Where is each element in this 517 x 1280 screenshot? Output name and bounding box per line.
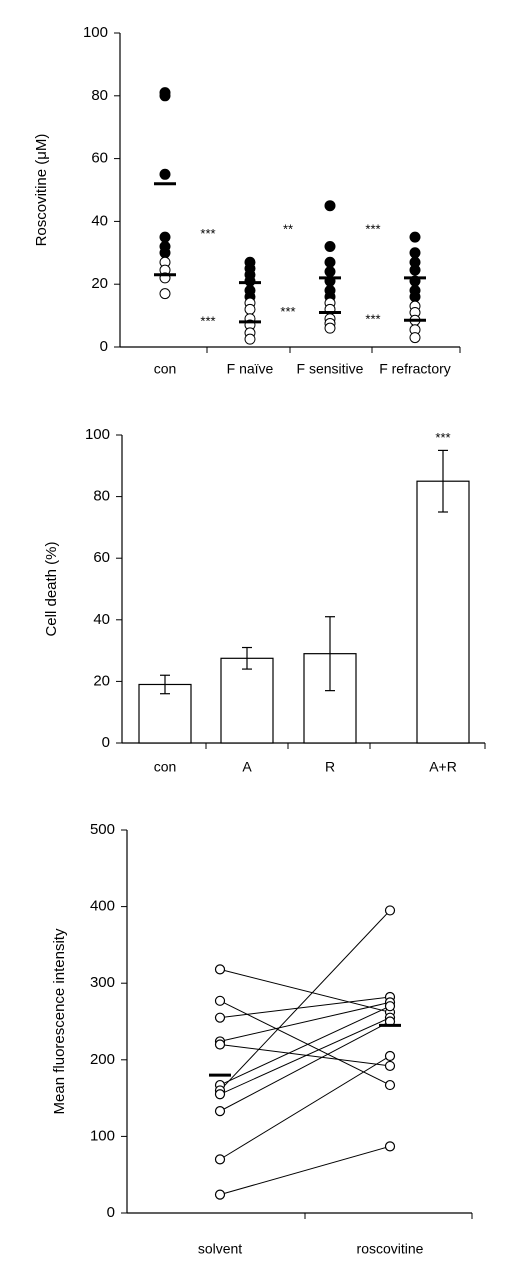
pair-line <box>219 1000 391 1086</box>
x-tick-label: con <box>154 361 177 377</box>
y-tick-label: 60 <box>93 549 110 566</box>
pair-line <box>219 968 391 1013</box>
dot <box>214 1089 226 1100</box>
significance: *** <box>280 304 295 319</box>
y-tick-label: 80 <box>93 488 110 505</box>
dot <box>214 1012 226 1023</box>
y-tick-label: 60 <box>91 150 108 167</box>
dot <box>214 1189 226 1200</box>
pair-line <box>219 910 391 1091</box>
y-tick-label: 0 <box>107 1204 115 1221</box>
y-tick-label: 100 <box>90 1127 115 1144</box>
x-tick-label: F naïve <box>227 361 274 377</box>
significance: *** <box>365 221 380 236</box>
pair-line <box>219 996 391 1019</box>
error-bar <box>160 674 170 695</box>
error-bar <box>242 646 252 670</box>
dot <box>324 200 336 212</box>
dot <box>384 1141 396 1152</box>
y-tick-label: 200 <box>90 1051 115 1068</box>
dot <box>244 333 256 345</box>
dot <box>384 1079 396 1091</box>
dot <box>159 168 171 180</box>
x-tick-label: A+R <box>429 759 457 775</box>
dot <box>409 291 421 303</box>
dot <box>409 264 421 276</box>
significance: *** <box>200 313 215 328</box>
y-axis-label: Roscovitine (μM) <box>33 134 50 247</box>
dot <box>214 1106 226 1117</box>
x-tick-label: F refractory <box>379 361 451 377</box>
dot <box>409 231 421 243</box>
y-tick-label: 40 <box>91 212 108 229</box>
y-axis-label: Mean fluorescence intensity <box>51 928 68 1114</box>
dot <box>159 231 171 243</box>
dot <box>409 332 421 344</box>
dot <box>409 247 421 259</box>
pair-line <box>219 1021 391 1112</box>
y-tick-label: 40 <box>93 611 110 628</box>
pair-line <box>219 1017 391 1095</box>
error-bar <box>438 449 448 513</box>
y-tick-label: 500 <box>90 821 115 838</box>
dot <box>214 1039 226 1050</box>
dot <box>214 1154 226 1165</box>
pair-line <box>219 1043 391 1067</box>
y-tick-label: 0 <box>102 734 110 751</box>
dot <box>324 241 336 253</box>
y-tick-label: 400 <box>90 898 115 915</box>
x-tick-label: F sensitive <box>297 361 364 377</box>
dot <box>214 995 226 1006</box>
pair-line <box>219 1145 391 1196</box>
x-tick-label: R <box>325 759 335 775</box>
y-tick-label: 100 <box>83 24 108 41</box>
y-tick-label: 300 <box>90 974 115 991</box>
y-tick-label: 20 <box>93 672 110 689</box>
dot <box>324 256 336 268</box>
error-bar <box>325 616 335 692</box>
y-tick-label: 20 <box>91 275 108 292</box>
x-tick-label: A <box>242 759 252 775</box>
significance: *** <box>365 312 380 327</box>
y-axis-label: Cell death (%) <box>43 541 60 636</box>
dot <box>159 90 171 102</box>
y-tick-label: 100 <box>85 426 110 443</box>
x-tick-label: solvent <box>198 1241 242 1257</box>
significance: ** <box>283 221 293 236</box>
pair-line <box>219 1055 391 1160</box>
x-tick-label: roscovitine <box>357 1241 424 1257</box>
dot <box>384 1050 396 1062</box>
y-tick-label: 0 <box>100 338 108 355</box>
pair-line <box>219 1005 391 1086</box>
significance: *** <box>435 430 450 445</box>
dot <box>159 247 171 259</box>
dot <box>214 964 226 975</box>
bar <box>220 657 274 744</box>
dot <box>384 905 396 916</box>
bar <box>416 480 470 744</box>
dot <box>324 322 336 334</box>
y-tick-label: 80 <box>91 87 108 104</box>
dot <box>384 1001 396 1012</box>
x-tick-label: con <box>154 759 177 775</box>
pair-line <box>219 1001 391 1042</box>
dot <box>159 288 171 300</box>
dot <box>244 303 256 315</box>
significance: *** <box>200 226 215 241</box>
dot <box>324 266 336 278</box>
dot <box>384 1060 396 1072</box>
dot <box>244 275 256 287</box>
